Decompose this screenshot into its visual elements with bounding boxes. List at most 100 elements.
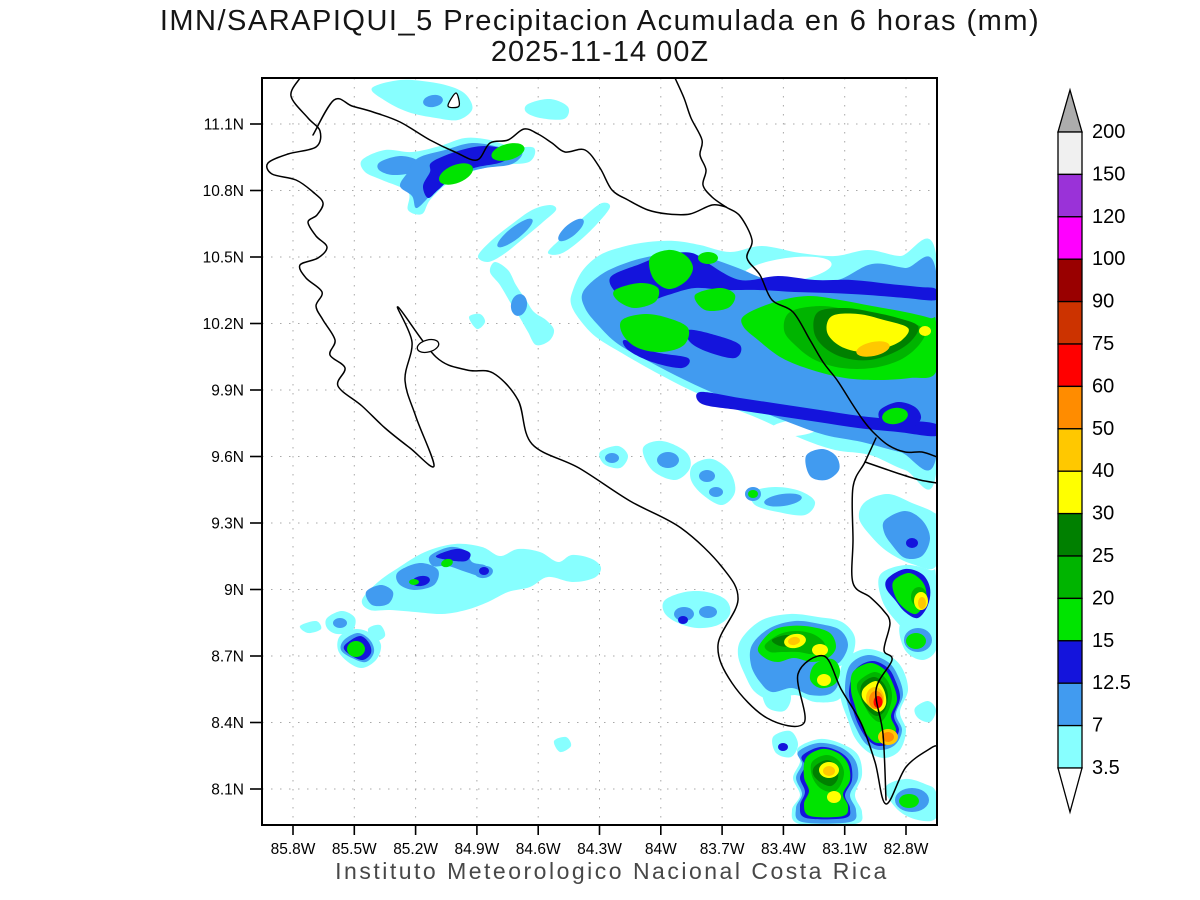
precip-region-7-12.5 — [805, 449, 840, 481]
precip-region-15-20 — [491, 143, 525, 161]
precip-region-7-12.5 — [396, 562, 439, 591]
precip-region-30-40 — [812, 644, 828, 656]
precip-region-12.5-15 — [678, 616, 688, 624]
page-subtitle-datetime: 2025-11-14 00Z — [490, 36, 710, 68]
precip-region-3.5-7 — [914, 700, 937, 723]
precip-region-15-20 — [441, 558, 453, 568]
lon-tick-label: 85.2W — [393, 841, 438, 858]
lon-tick-label: 82.8W — [884, 841, 929, 858]
lon-tick-label: 83.4W — [761, 841, 806, 858]
precip-region-7-12.5 — [699, 470, 715, 482]
colorbar-tick-label: 20 — [1092, 587, 1114, 609]
coastlines — [266, 78, 937, 805]
precip-region-15-20 — [438, 163, 474, 185]
colorbar-tick-label: 25 — [1092, 545, 1114, 567]
colorbar-tick-label: 7 — [1092, 715, 1103, 737]
precip-region-3.5-7 — [468, 313, 486, 330]
precip-region-7-12.5 — [764, 493, 802, 507]
lat-tick-label: 9.3N — [211, 516, 244, 533]
precip-region-7-12.5 — [365, 585, 394, 607]
precip-region-7-12.5 — [333, 618, 347, 628]
precip-region-12.5-15 — [422, 145, 513, 199]
page-title: IMN/SARAPIQUI_5 Precipitacion Acumulada … — [159, 5, 1041, 37]
colorbar-segment-120-150 — [1057, 173, 1083, 218]
lat-tick-label: 10.8N — [203, 183, 244, 200]
precip-region-12.5-15 — [906, 538, 918, 548]
colorbar-segment-40-50 — [1057, 428, 1083, 472]
precip-region-30-40 — [826, 313, 909, 353]
precip-region-15-20 — [906, 633, 926, 649]
precip-region-3.5-7 — [553, 736, 572, 753]
colorbar-tick-label: 75 — [1092, 333, 1114, 355]
precip-region-7-12.5 — [657, 452, 679, 468]
precip-region-40-50 — [918, 597, 926, 609]
precip-region-30-40 — [817, 674, 831, 686]
colorbar-tick-label: 60 — [1092, 375, 1114, 397]
lon-tick-label: 85.5W — [332, 841, 377, 858]
lat-tick-label: 9N — [224, 582, 244, 599]
caribbean-coast — [674, 78, 937, 458]
precip-region-40-50 — [856, 341, 890, 357]
colorbar-segment-100-120 — [1057, 216, 1083, 260]
precip-region-30-40 — [827, 791, 841, 803]
colorbar-segment-90-100 — [1057, 258, 1083, 303]
lat-tick-label: 8.1N — [211, 782, 244, 799]
colorbar-segment-50-60 — [1057, 385, 1083, 430]
axis-ticks-labels: 11.1N 10.8N 10.5N 10.2N 9.9N 9.6N 9.3N 9N 8.7N 8.… — [203, 117, 929, 859]
colorbar-tick-label: 3.5 — [1092, 757, 1120, 779]
precip-region-3.5-7 — [299, 620, 322, 634]
lat-tick-label: 10.2N — [203, 316, 244, 333]
colorbar-tick-label: 30 — [1092, 503, 1114, 525]
precip-region-7-12.5 — [709, 487, 723, 497]
precip-region-3.5-7 — [524, 98, 570, 120]
precip-region-30-40 — [919, 326, 931, 336]
colorbar-segment-12.5-15 — [1057, 640, 1083, 684]
colorbar-segment-15-20 — [1057, 597, 1083, 642]
precip-region-12.5-15 — [435, 548, 471, 562]
precip-region-7-12.5 — [423, 94, 443, 108]
lat-tick-label: 8.4N — [211, 715, 244, 732]
colorbar-tick-label: 90 — [1092, 291, 1114, 313]
precip-region-15-20 — [694, 288, 736, 312]
colorbar-under-arrow — [1057, 767, 1083, 815]
footer-institute-name: Instituto Meteorologico Nacional Costa R… — [335, 858, 889, 884]
lat-tick-label: 11.1N — [204, 117, 244, 134]
small-islet — [447, 92, 460, 109]
colorbar-tick-label: 150 — [1092, 163, 1125, 185]
precipitation-shading — [299, 79, 937, 825]
lon-tick-label: 84W — [645, 841, 677, 858]
precip-region-7-12.5 — [699, 606, 717, 618]
colorbar-tick-label: 50 — [1092, 418, 1114, 440]
lon-tick-label: 83.7W — [700, 841, 745, 858]
plot-border — [261, 77, 938, 826]
lat-tick-label: 9.9N — [211, 383, 244, 400]
precip-region-3.5-7 — [662, 591, 731, 629]
precip-region-15-20 — [882, 407, 908, 425]
precip-region-12.5-15 — [778, 743, 788, 751]
colorbar-segment-20-25 — [1057, 555, 1083, 600]
colorbar-segment-150-200 — [1057, 131, 1083, 176]
lon-tick-label: 84.9W — [454, 841, 499, 858]
panama-border — [851, 437, 893, 801]
precip-region-15-20 — [698, 252, 718, 264]
precip-region-7-12.5 — [377, 155, 419, 176]
lon-tick-label: 85.8W — [271, 841, 316, 858]
grid-lines — [262, 78, 937, 825]
colorbar-segment-3.5-7 — [1057, 724, 1083, 769]
colorbar-segment-30-40 — [1057, 470, 1083, 515]
precip-region-15-20 — [748, 490, 758, 498]
precip-region-7-12.5 — [558, 218, 584, 242]
precip-region-15-20 — [648, 249, 693, 290]
sixaola-river — [864, 461, 937, 484]
pacific-coast — [266, 78, 937, 805]
precip-region-15-20 — [613, 282, 660, 309]
precip-region-15-20 — [619, 313, 690, 353]
precip-region-0 — [742, 256, 832, 284]
colorbar-tick-label: 200 — [1092, 121, 1125, 143]
precip-region-7-12.5 — [674, 607, 694, 621]
colorbar-segment-7-12.5 — [1057, 682, 1083, 727]
lon-tick-label: 84.3W — [577, 841, 622, 858]
precip-region-50-60 — [882, 732, 894, 742]
